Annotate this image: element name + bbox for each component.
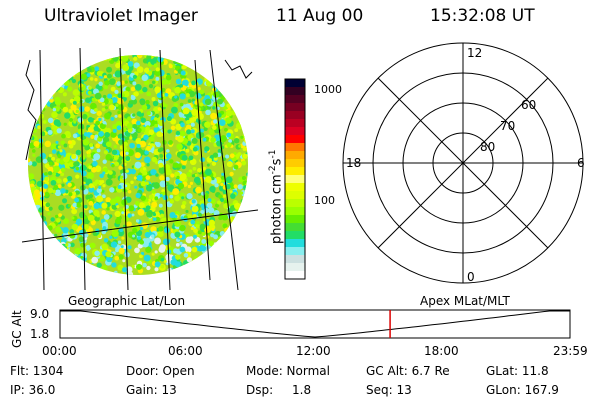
- gc-alt-status: GC Alt: 6.7 Re: [366, 364, 450, 378]
- unit-mid: s: [269, 158, 285, 166]
- y-axis-label: GC Alt: [10, 310, 24, 348]
- instrument-title: Ultraviolet Imager: [44, 6, 198, 26]
- mlt-label-0: 0: [467, 270, 475, 284]
- x-tick-0600: 06:00: [168, 344, 203, 358]
- date-label: 11 Aug 00: [276, 6, 364, 26]
- colorbar-band: [285, 127, 305, 136]
- colorbar-band: [285, 239, 305, 248]
- flt-status: Flt: 1304: [10, 364, 64, 378]
- seq-status: Seq: 13: [366, 383, 412, 397]
- colorbar-band: [285, 199, 305, 208]
- colorbar-tick-100: 100: [314, 194, 335, 207]
- colorbar-band: [285, 151, 305, 160]
- altitude-curve: [60, 310, 570, 338]
- lat-label-70: 70: [500, 119, 516, 133]
- geographic-grid: [22, 48, 258, 290]
- x-tick-1200: 12:00: [296, 344, 331, 358]
- colorbar-unit-label: photon cm-2s-1: [268, 150, 284, 244]
- colorbar-band: [285, 79, 305, 88]
- colorbar-band: [285, 159, 305, 168]
- colorbar-band: [285, 111, 305, 120]
- colorbar-band: [285, 223, 305, 232]
- colorbar-band: [285, 87, 305, 96]
- polar-grid: [342, 42, 584, 284]
- colorbar-band: [285, 175, 305, 184]
- coastline: [25, 59, 37, 161]
- colorbar-band: [285, 103, 305, 112]
- y-tick-1.8: 1.8: [30, 327, 50, 341]
- glon-status: GLon: 167.9: [486, 383, 559, 397]
- colorbar-band: [285, 271, 305, 280]
- colorbar-band: [285, 255, 305, 264]
- colorbar-band: [285, 191, 305, 200]
- unit-text: photon cm: [269, 174, 285, 244]
- mlt-label-12: 12: [467, 46, 483, 60]
- colorbar-band: [285, 215, 305, 224]
- altitude-timeline: [59, 309, 571, 339]
- colorbar-band: [285, 119, 305, 128]
- unit-sup-2: -1: [268, 149, 278, 159]
- colorbar-band: [285, 167, 305, 176]
- door-status: Door: Open: [126, 364, 195, 378]
- lat-label-60: 60: [521, 98, 537, 112]
- mlt-label-6: 6: [577, 156, 585, 170]
- x-tick-1800: 18:00: [424, 344, 459, 358]
- dsp-value: 1.8: [292, 383, 312, 397]
- colorbar-band: [285, 183, 305, 192]
- mode-status: Mode: Normal: [246, 364, 330, 378]
- earth-image: [28, 55, 248, 275]
- time-label: 15:32:08 UT: [430, 6, 535, 26]
- colorbar-band: [285, 143, 305, 152]
- apex-label: Apex MLat/MLT: [420, 294, 510, 308]
- y-tick-9: 9.0: [30, 307, 50, 321]
- gain-status: Gain: 13: [126, 383, 177, 397]
- lat-label-80: 80: [480, 140, 496, 154]
- colorbar-band: [285, 207, 305, 216]
- ip-status: IP: 36.0: [10, 383, 56, 397]
- colorbar-band: [285, 247, 305, 256]
- coastline: [224, 59, 253, 79]
- dsp-label: Dsp:: [246, 383, 274, 397]
- geographic-label: Geographic Lat/Lon: [68, 294, 186, 308]
- colorbar-band: [285, 95, 305, 104]
- glat-status: GLat: 11.8: [486, 364, 549, 378]
- mlt-label-18: 18: [346, 156, 362, 170]
- x-tick-2359: 23:59: [553, 344, 588, 358]
- colorbar: [284, 78, 306, 280]
- colorbar-band: [285, 231, 305, 240]
- colorbar-band: [285, 263, 305, 272]
- x-tick-0000: 00:00: [42, 344, 77, 358]
- colorbar-band: [285, 135, 305, 144]
- unit-sup-1: -2: [268, 165, 278, 175]
- colorbar-tick-1000: 1000: [314, 83, 342, 96]
